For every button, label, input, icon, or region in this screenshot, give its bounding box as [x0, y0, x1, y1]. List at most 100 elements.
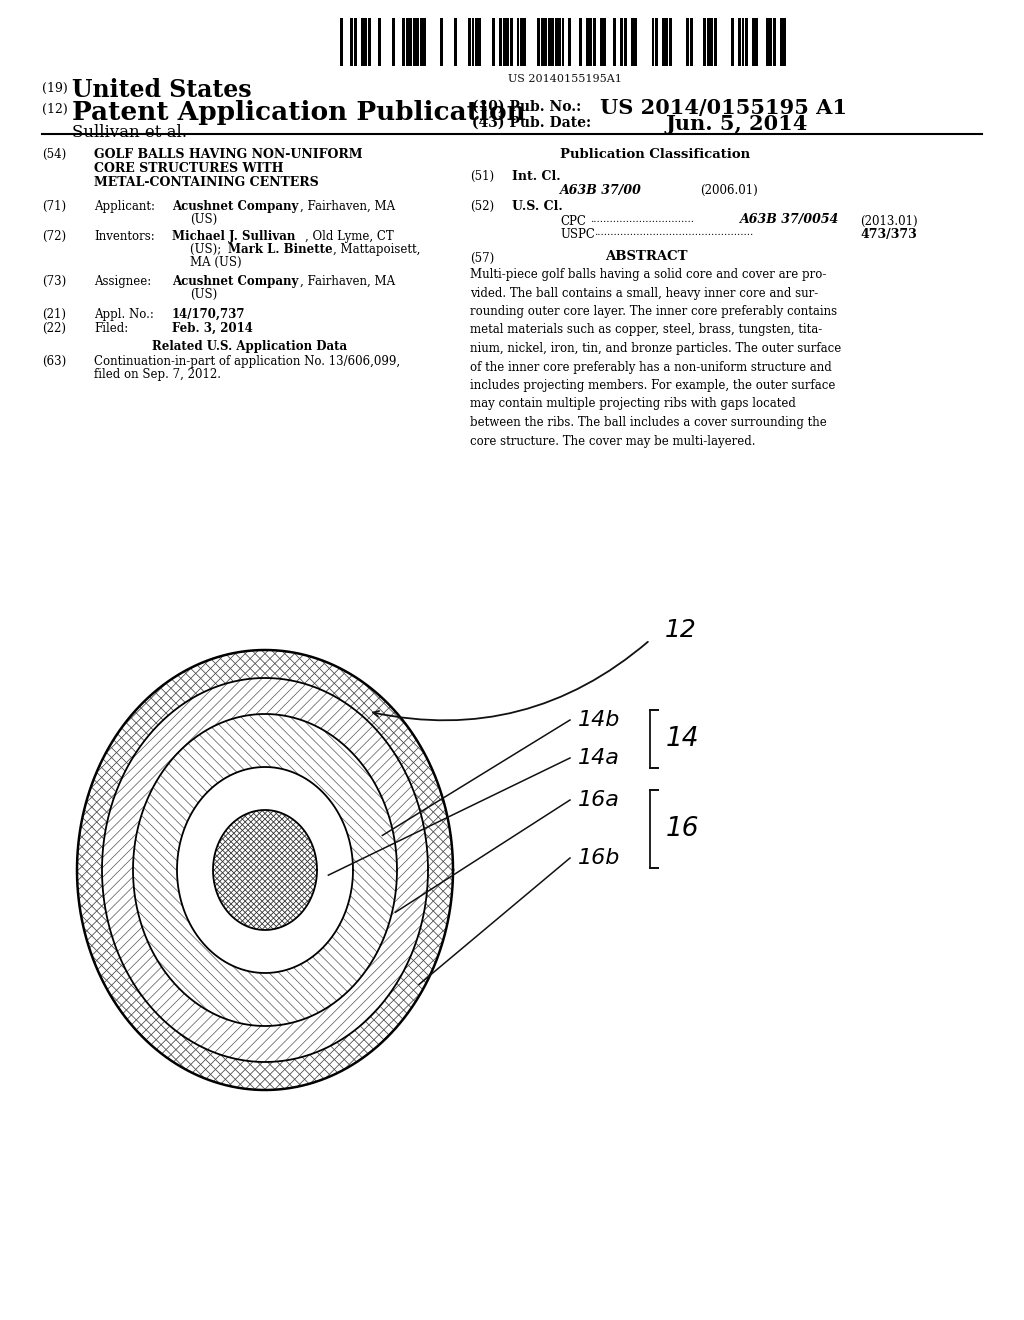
Bar: [745, 18, 748, 66]
Bar: [666, 18, 669, 66]
Text: (US): (US): [190, 213, 217, 226]
Bar: [440, 18, 443, 66]
Bar: [711, 18, 714, 66]
Text: US 2014/0155195 A1: US 2014/0155195 A1: [600, 98, 847, 117]
Bar: [603, 18, 606, 66]
Text: (73): (73): [42, 275, 67, 288]
Bar: [468, 18, 471, 66]
Bar: [455, 18, 457, 66]
Text: (12): (12): [42, 103, 68, 116]
Text: (51): (51): [470, 170, 495, 183]
Bar: [471, 18, 474, 66]
Text: (22): (22): [42, 322, 66, 335]
Text: ................................: ................................: [590, 215, 694, 224]
Bar: [478, 18, 481, 66]
Bar: [586, 18, 589, 66]
Text: Mark L. Binette: Mark L. Binette: [228, 243, 333, 256]
Text: USPC: USPC: [560, 228, 595, 242]
Text: Multi-piece golf balls having a solid core and cover are pro-
vided. The ball co: Multi-piece golf balls having a solid co…: [470, 268, 842, 447]
Bar: [651, 18, 654, 66]
Bar: [520, 18, 523, 66]
Text: (63): (63): [42, 355, 67, 368]
Bar: [500, 18, 502, 66]
Bar: [548, 18, 551, 66]
Bar: [631, 18, 634, 66]
Text: Assignee:: Assignee:: [94, 275, 152, 288]
Text: MA (US): MA (US): [190, 256, 242, 269]
Bar: [475, 18, 478, 66]
Text: Jun. 5, 2014: Jun. 5, 2014: [665, 114, 807, 135]
Text: (US);: (US);: [190, 243, 225, 256]
Text: Applicant:: Applicant:: [94, 201, 155, 213]
Bar: [568, 18, 571, 66]
Text: Acushnet Company: Acushnet Company: [172, 275, 298, 288]
Text: GOLF BALLS HAVING NON-UNIFORM: GOLF BALLS HAVING NON-UNIFORM: [94, 148, 362, 161]
Bar: [406, 18, 409, 66]
Text: , Fairhaven, MA: , Fairhaven, MA: [300, 275, 395, 288]
Bar: [354, 18, 356, 66]
Bar: [662, 18, 665, 66]
Bar: [756, 18, 759, 66]
Bar: [669, 18, 672, 66]
Text: United States: United States: [72, 78, 252, 102]
Text: (10) Pub. No.:: (10) Pub. No.:: [472, 100, 582, 114]
Text: A63B 37/00: A63B 37/00: [560, 183, 642, 197]
Bar: [360, 18, 364, 66]
Text: 16: 16: [666, 816, 699, 842]
Bar: [773, 18, 775, 66]
Bar: [589, 18, 592, 66]
Text: (US): (US): [190, 288, 217, 301]
Bar: [416, 18, 419, 66]
Text: 14b: 14b: [578, 710, 621, 730]
Text: 12: 12: [665, 618, 696, 642]
Text: Patent Application Publication: Patent Application Publication: [72, 100, 525, 125]
Bar: [551, 18, 554, 66]
Bar: [420, 18, 423, 66]
Text: Inventors:: Inventors:: [94, 230, 155, 243]
Text: Related U.S. Application Data: Related U.S. Application Data: [152, 341, 347, 352]
Bar: [600, 18, 602, 66]
Bar: [541, 18, 544, 66]
Bar: [365, 18, 368, 66]
Text: Int. Cl.: Int. Cl.: [512, 170, 560, 183]
Bar: [523, 18, 526, 66]
Text: CORE STRUCTURES WITH: CORE STRUCTURES WITH: [94, 162, 284, 176]
Bar: [555, 18, 557, 66]
Text: CPC: CPC: [560, 215, 586, 228]
Bar: [493, 18, 496, 66]
Bar: [686, 18, 689, 66]
Bar: [714, 18, 717, 66]
Text: 14a: 14a: [578, 748, 620, 768]
Bar: [624, 18, 627, 66]
Bar: [516, 18, 519, 66]
Text: (2006.01): (2006.01): [700, 183, 758, 197]
Bar: [783, 18, 786, 66]
Text: (52): (52): [470, 201, 495, 213]
Text: U.S. Cl.: U.S. Cl.: [512, 201, 563, 213]
Bar: [538, 18, 541, 66]
Text: Sullivan et al.: Sullivan et al.: [72, 124, 187, 141]
Bar: [634, 18, 637, 66]
Text: A63B 37/0054: A63B 37/0054: [740, 213, 840, 226]
Text: .................................................: ........................................…: [594, 228, 754, 238]
Text: Publication Classification: Publication Classification: [560, 148, 751, 161]
Text: (71): (71): [42, 201, 67, 213]
Text: ABSTRACT: ABSTRACT: [605, 249, 687, 263]
Bar: [703, 18, 707, 66]
Text: filed on Sep. 7, 2012.: filed on Sep. 7, 2012.: [94, 368, 221, 381]
Bar: [544, 18, 547, 66]
Text: Filed:: Filed:: [94, 322, 128, 335]
Text: (43) Pub. Date:: (43) Pub. Date:: [472, 116, 591, 129]
Bar: [402, 18, 406, 66]
Bar: [621, 18, 624, 66]
Bar: [558, 18, 561, 66]
Text: 16a: 16a: [578, 789, 620, 810]
Text: METAL-CONTAINING CENTERS: METAL-CONTAINING CENTERS: [94, 176, 318, 189]
Bar: [741, 18, 744, 66]
Text: (57): (57): [470, 252, 495, 265]
Text: (72): (72): [42, 230, 67, 243]
Bar: [368, 18, 371, 66]
Text: (19): (19): [42, 82, 68, 95]
Bar: [779, 18, 782, 66]
Bar: [689, 18, 692, 66]
